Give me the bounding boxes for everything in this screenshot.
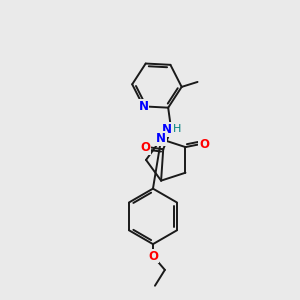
Text: N: N [138, 100, 148, 113]
Text: N: N [162, 123, 172, 136]
Text: H: H [173, 124, 181, 134]
Text: O: O [199, 138, 209, 151]
Text: N: N [156, 132, 166, 145]
Text: O: O [148, 250, 158, 262]
Text: O: O [140, 141, 150, 154]
